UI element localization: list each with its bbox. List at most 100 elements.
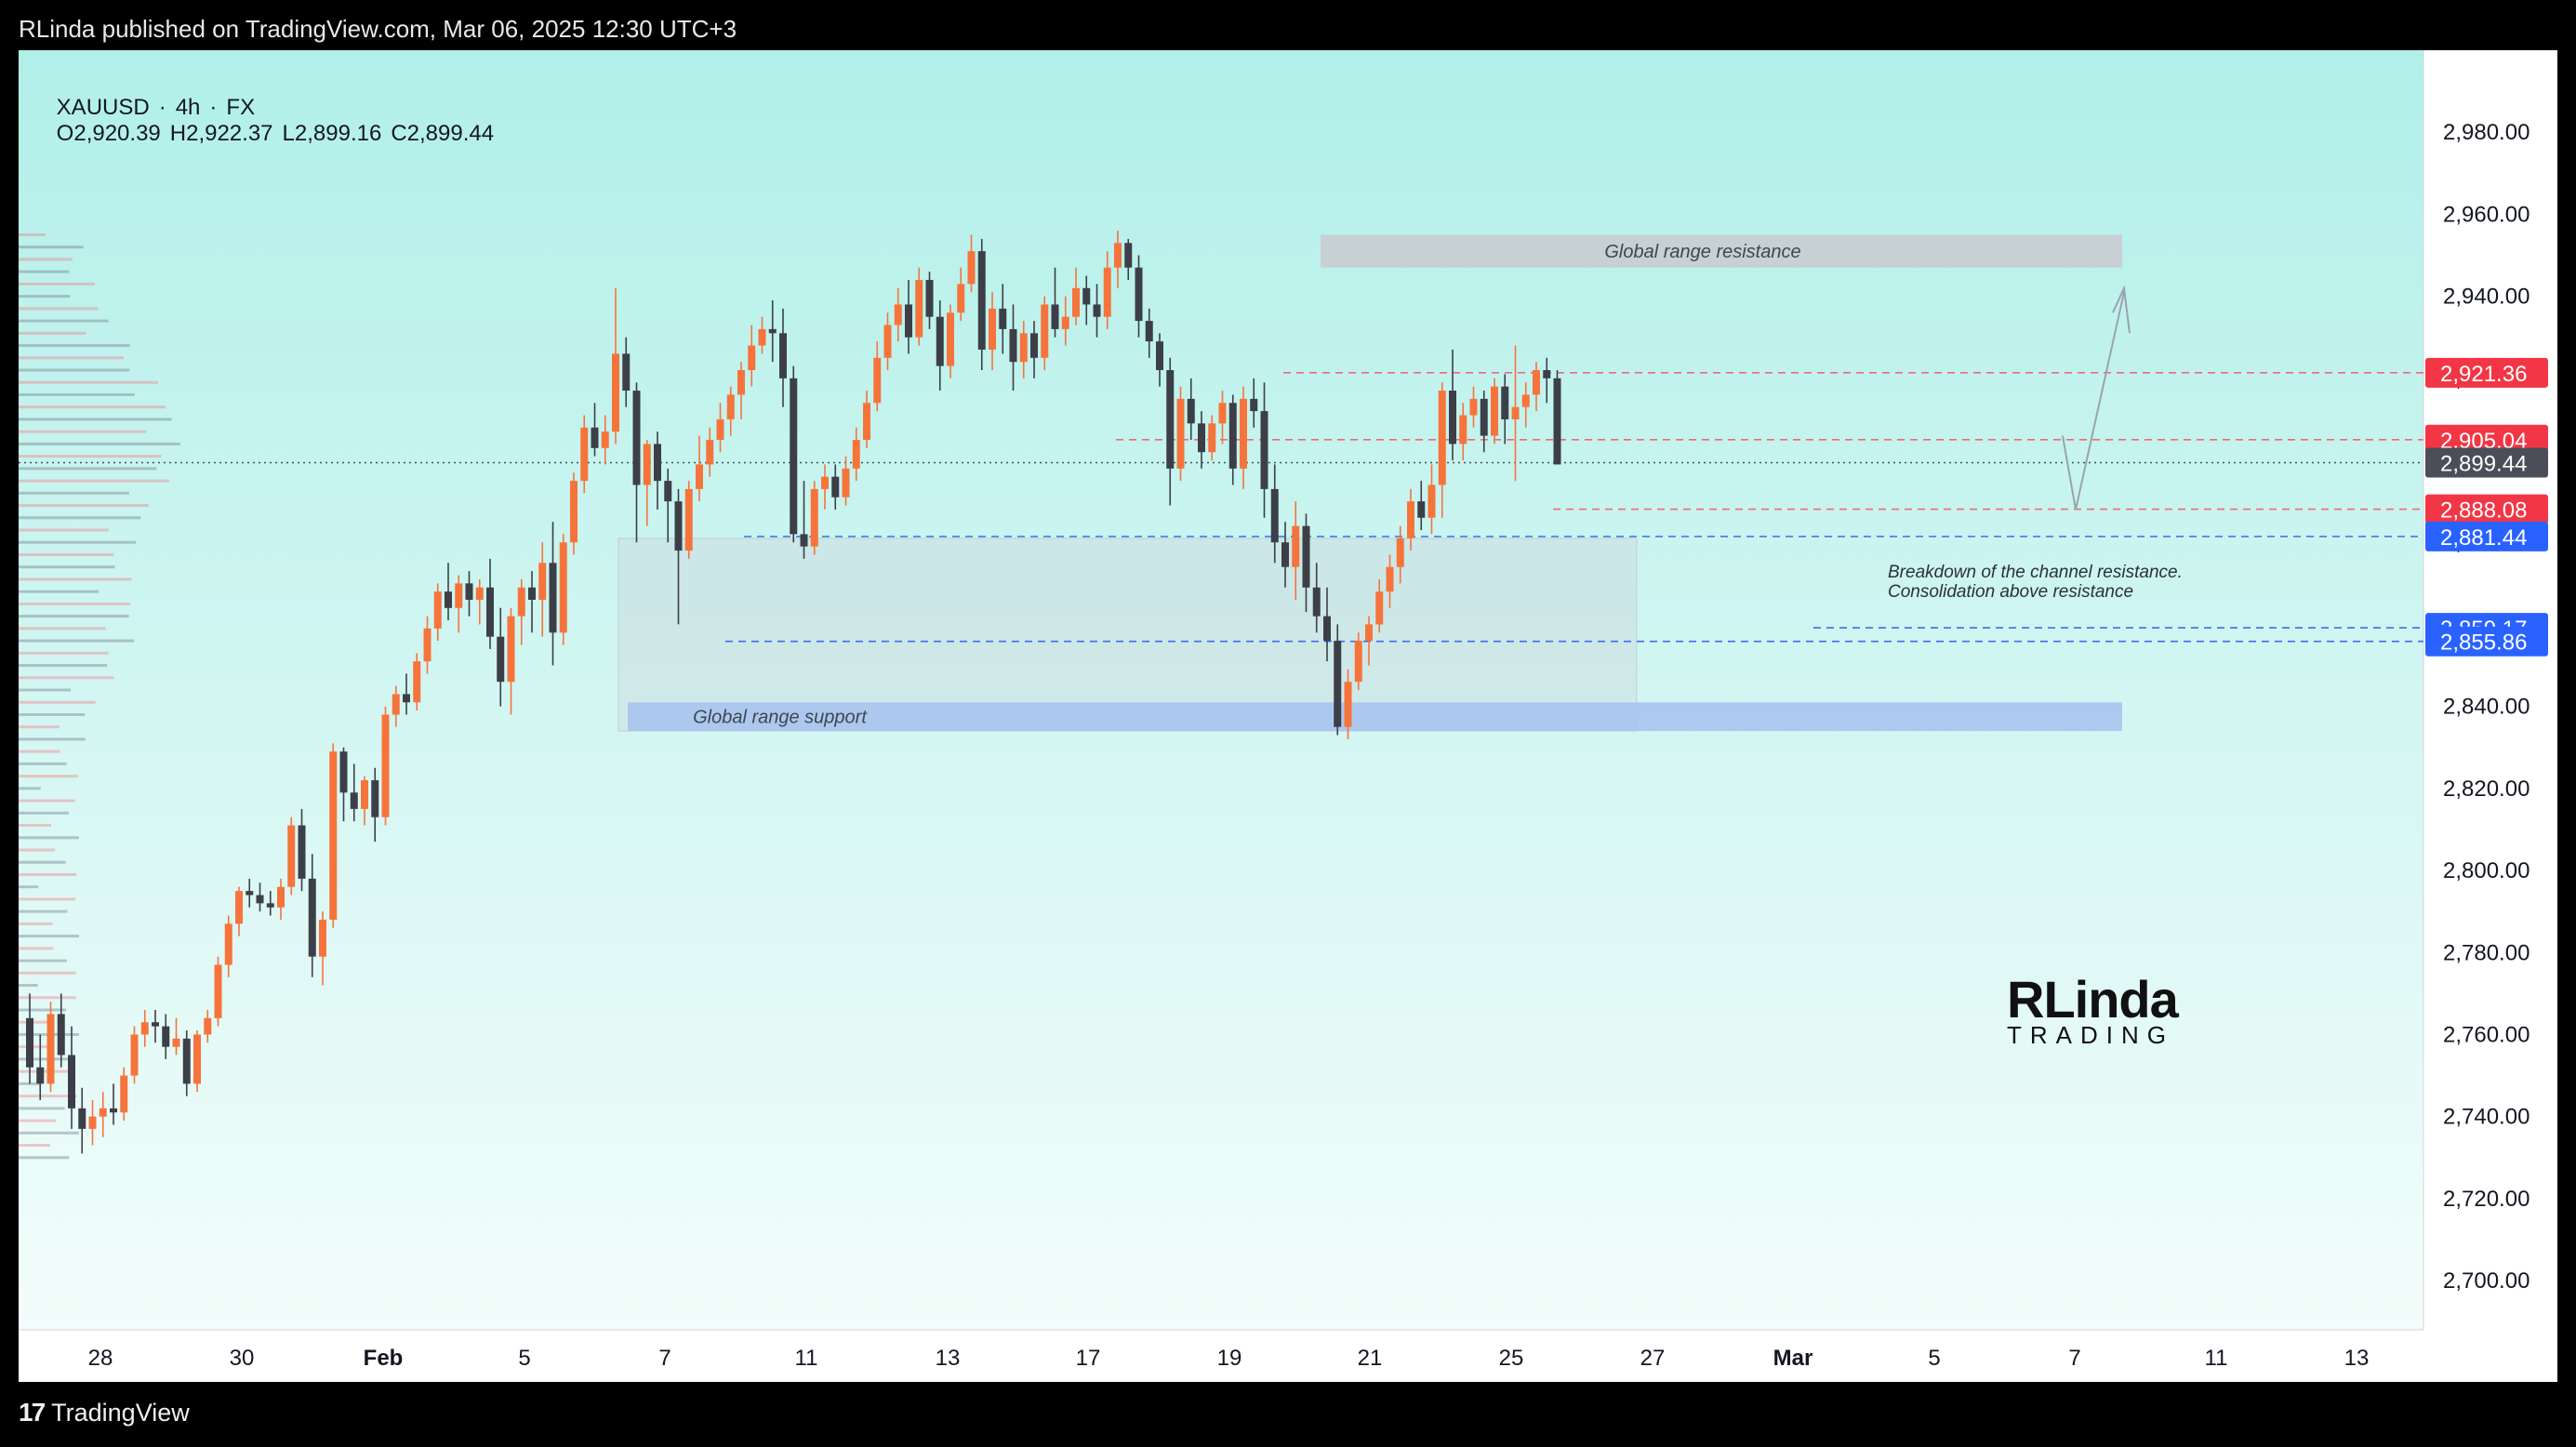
candle-body	[790, 378, 798, 535]
candle-body	[925, 279, 934, 317]
volume-profile-bar	[19, 1069, 75, 1073]
candle-body	[643, 444, 651, 485]
global-range-support-zone	[628, 702, 2122, 732]
separator: ·	[209, 95, 218, 120]
price-badge-label: 2,855.86	[2440, 631, 2527, 656]
ohlc-open: O2,920.39	[56, 121, 161, 146]
candle-body	[696, 464, 703, 489]
volume-profile-bar	[19, 467, 157, 471]
time-tick-label: 28	[88, 1346, 113, 1371]
symbol-name[interactable]: XAUUSD	[56, 95, 150, 120]
ohlc-close: C2,899.44	[391, 121, 495, 146]
candle-body	[1103, 267, 1111, 317]
candle-body	[1187, 398, 1195, 424]
volume-profile-bar	[19, 811, 69, 815]
candle-body	[1260, 411, 1268, 489]
chart-annotation: Breakdown of the channel resistance.	[1888, 563, 2183, 582]
candle-body	[852, 439, 860, 469]
tradingview-logo[interactable]: 17 TradingView	[19, 1398, 190, 1427]
chart-panel[interactable]: Global range resistance Global range supp…	[19, 50, 2557, 1382]
candle-body	[36, 1067, 45, 1084]
volume-profile-bar	[19, 479, 169, 483]
candle-body	[873, 357, 882, 404]
candle-body	[1511, 406, 1520, 419]
volume-profile-bar	[19, 590, 100, 593]
candle-body	[1156, 341, 1163, 370]
candle-body	[989, 308, 996, 350]
candle-body	[684, 488, 693, 551]
candle-body	[99, 1108, 107, 1117]
candle-body	[1417, 501, 1426, 518]
data-source: FX	[226, 95, 256, 120]
volume-profile-bar	[19, 602, 131, 605]
volume-profile-bar	[19, 1107, 65, 1110]
candle-body	[1208, 423, 1216, 453]
volume-profile-bar	[19, 1082, 40, 1085]
time-tick-label: 11	[795, 1346, 818, 1371]
price-tick-label: 2,980.00	[2443, 120, 2530, 145]
candle-body	[977, 251, 986, 350]
volume-profile-bar	[19, 258, 73, 261]
candle-body	[246, 891, 254, 896]
candle-body	[381, 714, 390, 817]
candle-body	[831, 476, 840, 498]
volume-profile-bar	[19, 577, 132, 581]
candle-body	[883, 325, 892, 358]
volume-profile-bar	[19, 282, 96, 285]
candle-body	[224, 923, 232, 965]
candle-body	[632, 391, 641, 485]
volume-profile-bar	[19, 1131, 79, 1135]
candle-body	[1427, 485, 1436, 518]
volume-profile-bar	[19, 1057, 69, 1061]
price-chart[interactable]: Global range resistance Global range supp…	[19, 50, 2557, 1382]
ohlc-high: H2,922.37	[169, 121, 273, 146]
price-badge	[2425, 626, 2548, 657]
candle-body	[423, 628, 432, 662]
candle-body	[612, 353, 619, 432]
volume-profile-bar	[19, 762, 67, 765]
volume-profile-bar	[19, 651, 109, 655]
volume-profile-bar	[19, 1119, 56, 1122]
candle-body	[967, 251, 976, 285]
candle-body	[298, 825, 306, 879]
candle-body	[1250, 398, 1258, 412]
price-badge-label: 2,899.44	[2440, 451, 2527, 476]
candle-body	[1082, 287, 1091, 305]
volume-profile-bar	[19, 540, 137, 544]
candle-body	[1198, 423, 1205, 453]
price-badge-label: 2,888.08	[2440, 498, 2527, 524]
volume-profile-bar	[19, 725, 60, 729]
candle-body	[1218, 403, 1227, 424]
candle-body	[140, 1022, 149, 1035]
time-tick-label: 5	[518, 1346, 530, 1371]
volume-profile-bar	[19, 392, 135, 396]
candle-body	[1438, 391, 1446, 485]
volume-profile-bar	[19, 959, 67, 962]
candle-body	[601, 431, 609, 448]
candle-body	[664, 481, 672, 502]
volume-profile-bar	[19, 872, 77, 876]
price-tick-label: 2,780.00	[2443, 940, 2530, 965]
candle-body	[947, 312, 954, 366]
symbol-info[interactable]: XAUUSD · 4h · FX O2,920.39 H2,922.37 L2,899.16…	[32, 69, 503, 173]
candle-body	[371, 780, 379, 817]
time-tick-label: 30	[230, 1346, 255, 1371]
candle-body	[1041, 304, 1049, 358]
volume-profile	[19, 232, 180, 1160]
candle-body	[162, 1026, 170, 1047]
timeframe[interactable]: 4h	[175, 95, 201, 120]
candle-body	[768, 328, 777, 334]
candle-body	[130, 1034, 139, 1076]
volume-profile-bar	[19, 430, 147, 433]
volume-profile-bar	[19, 552, 114, 556]
volume-profile-bar	[19, 504, 149, 508]
candle-body	[266, 903, 274, 908]
volume-profile-bar	[19, 232, 46, 236]
candle-body	[821, 476, 829, 489]
candle-body	[1240, 398, 1247, 469]
candle-body	[1302, 525, 1310, 588]
volume-profile-bar	[19, 799, 75, 803]
candle-body	[999, 308, 1007, 329]
candle-body	[1228, 403, 1237, 469]
candle-body	[256, 895, 264, 904]
